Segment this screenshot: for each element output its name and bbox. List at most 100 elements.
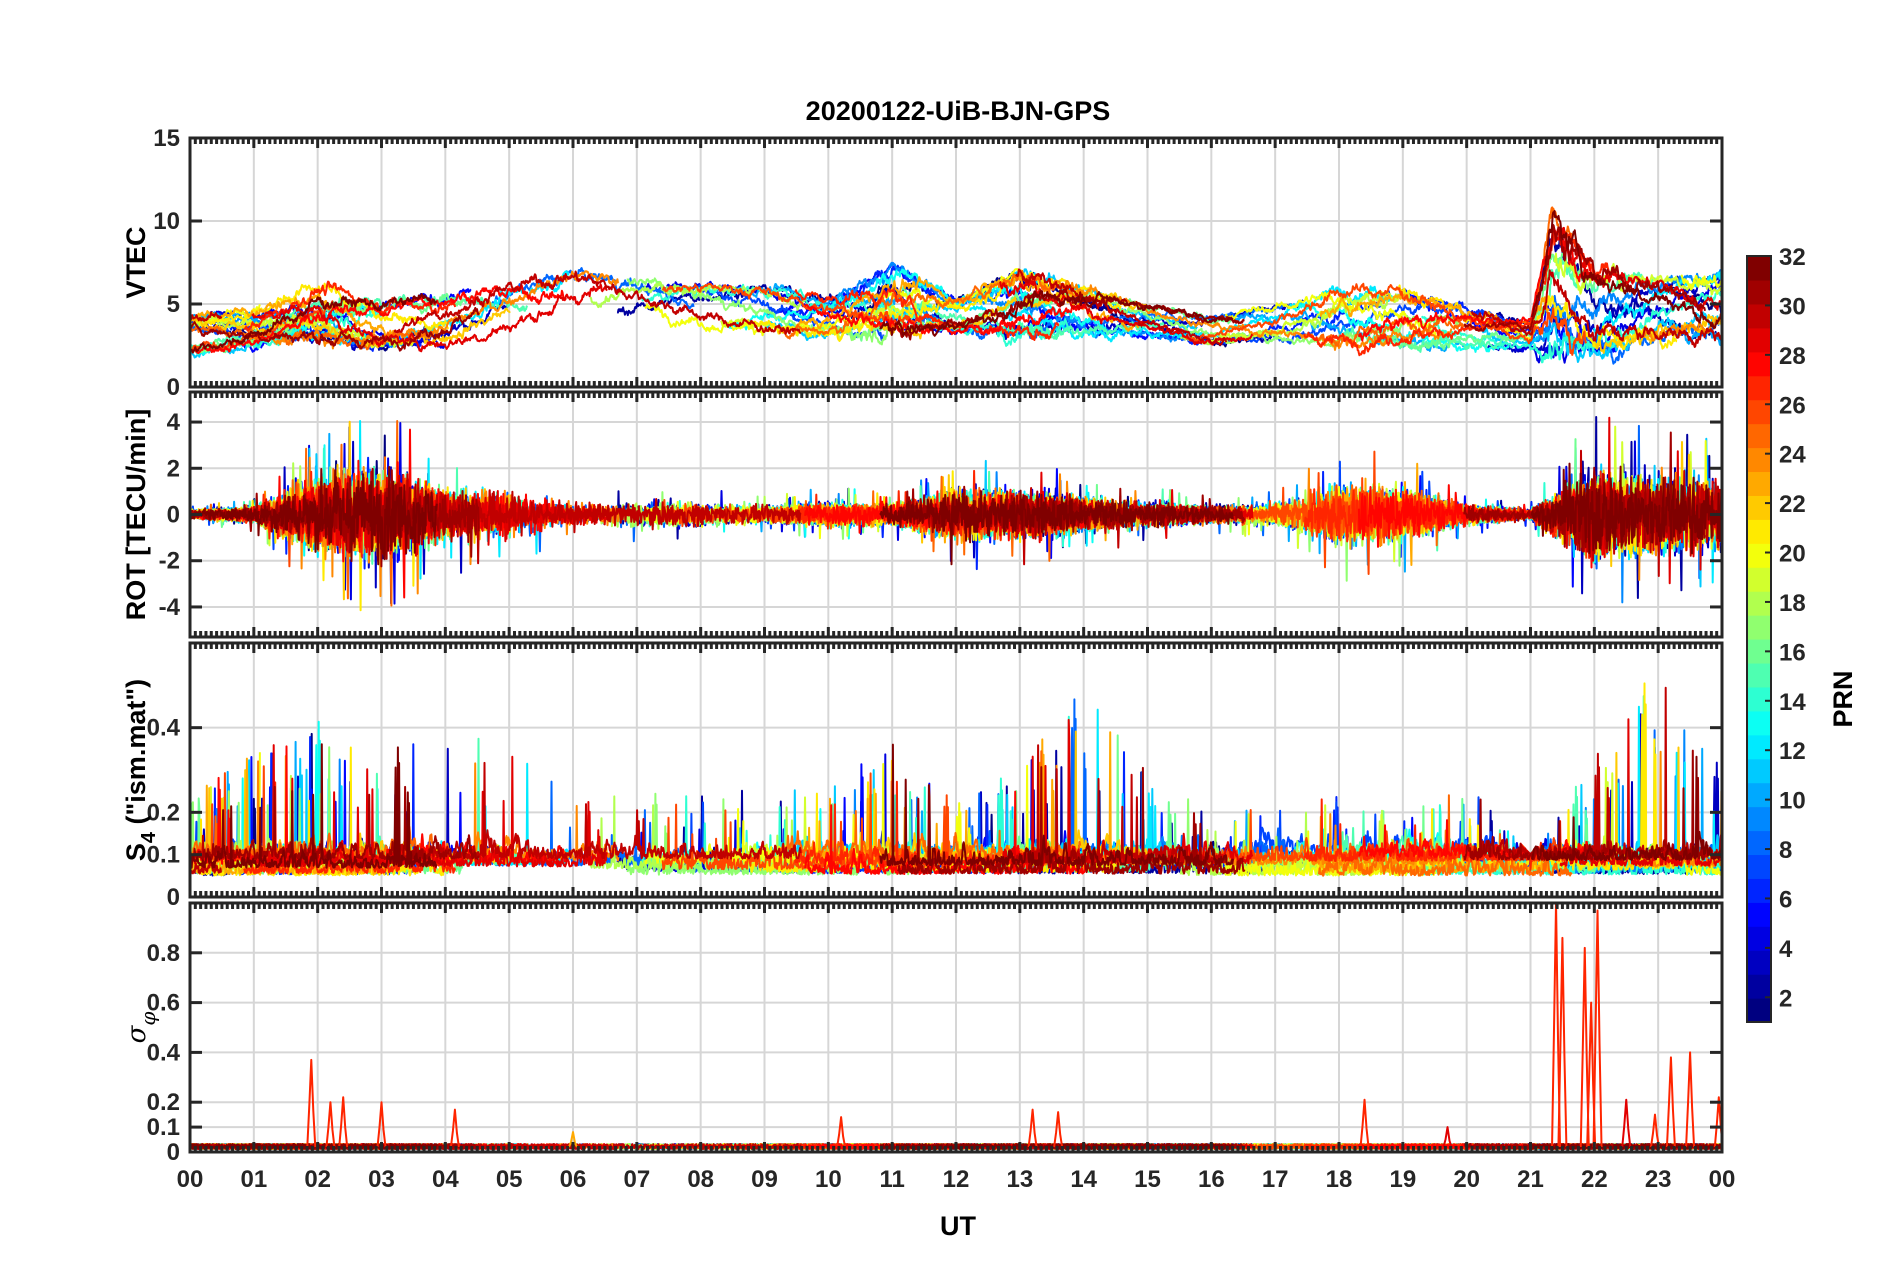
colorbar-swatch (1747, 806, 1771, 832)
colorbar-swatch (1747, 327, 1771, 353)
sigma-spike (1685, 1051, 1696, 1148)
x-tick-label: 21 (1517, 1166, 1544, 1193)
y-axis-label: S4 ("ism.mat") (121, 679, 160, 861)
sigma-spike (1592, 909, 1603, 1148)
trace-prn-30 (190, 834, 223, 875)
y-tick-label: -4 (159, 594, 181, 621)
sigma-spike (568, 1131, 578, 1148)
sigma-spike (376, 1101, 387, 1148)
colorbar-tick-label: 30 (1779, 293, 1806, 320)
x-tick-label: 07 (623, 1166, 650, 1193)
x-tick-label: 05 (496, 1166, 523, 1193)
trace-prn-30 (1471, 269, 1722, 348)
panel-s4: 00.10.20.4S4 ("ism.mat") (121, 641, 1724, 911)
trace-prn-31 (1463, 749, 1706, 861)
trace-prn-32 (879, 290, 1234, 337)
sigma-spike (449, 1108, 460, 1148)
colorbar-tick-label: 6 (1779, 886, 1792, 913)
ticks (188, 903, 1724, 1154)
sigma-spike (1053, 1111, 1064, 1148)
colorbar-swatch (1747, 375, 1771, 401)
x-tick-label: 09 (751, 1166, 778, 1193)
sigma-spike (1557, 936, 1568, 1148)
trace-prn-27 (794, 287, 1060, 341)
x-tick-label: 00 (177, 1166, 204, 1193)
trace-prn-26 (1185, 809, 1588, 862)
y-axis-label: VTEC (121, 226, 151, 298)
y-label-subscript: 4 (138, 831, 160, 843)
colorbar-swatch (1747, 615, 1771, 640)
y-tick-label: 0 (167, 374, 180, 401)
colorbar-swatch (1747, 256, 1771, 281)
colorbar-swatch (1747, 686, 1771, 712)
sigma-spike (1359, 1098, 1370, 1148)
colorbar-swatch (1747, 662, 1771, 688)
trace-prn-28 (192, 283, 567, 355)
y-label-main: S (121, 843, 151, 861)
trace-prn-31 (1463, 223, 1706, 332)
colorbar-swatch (1747, 710, 1771, 736)
trace-prn-12 (1593, 271, 1722, 340)
colorbar-tick-label: 22 (1779, 491, 1806, 518)
colorbar-swatch (1747, 902, 1771, 927)
trace-prn-24 (1638, 315, 1722, 342)
trace-prn-32 (190, 293, 438, 354)
x-tick-label: 19 (1389, 1166, 1416, 1193)
colorbar-tick-label: 32 (1779, 244, 1806, 271)
x-tick-label: 01 (240, 1166, 267, 1193)
sigma-spike (1621, 1098, 1632, 1148)
x-tick-label: 00 (1709, 1166, 1736, 1193)
x-tick-label: 14 (1070, 1166, 1097, 1193)
x-tick-label: 11 (879, 1166, 904, 1193)
sigma-spike (836, 1116, 847, 1148)
ticks (188, 136, 1724, 389)
colorbar-label: PRN (1828, 670, 1858, 727)
y-tick-label: 0.2 (147, 799, 180, 826)
trace-prn-22 (870, 288, 1152, 340)
y-tick-label: 0.2 (147, 1089, 180, 1116)
y-tick-label: 15 (153, 125, 180, 152)
colorbar-tick-label: 2 (1779, 985, 1792, 1012)
panel-sigma-phi: 00.10.2 0.4 0.6 0.8 σφ 00 01 02 03 04 05 06 07 08 09 10… (122, 901, 1736, 1193)
grid (190, 903, 1722, 1152)
colorbar-tick-label: 4 (1779, 936, 1793, 963)
trace-prn-22 (1594, 313, 1722, 354)
y-tick-label: 0 (167, 502, 180, 529)
x-tick-label: 22 (1581, 1166, 1608, 1193)
colorbar-swatch (1747, 854, 1771, 879)
sigma-spike (1579, 946, 1590, 1148)
colorbar-swatch (1747, 591, 1771, 616)
y-tick-label: 0.8 (147, 940, 180, 967)
colorbar-swatch (1747, 471, 1771, 496)
y-tick-label: 5 (167, 291, 180, 318)
trace-prn-12 (968, 285, 1394, 343)
trace-prn-31 (897, 766, 1246, 875)
sigma-spike (1027, 1108, 1038, 1148)
trace-prn-14 (641, 283, 1072, 347)
colorbar-swatch (1747, 950, 1771, 975)
y-label-main: σ (122, 1024, 152, 1043)
x-tick-label: 17 (1262, 1166, 1289, 1193)
trace-prn-32 (1530, 462, 1722, 555)
x-tick-label: 13 (1006, 1166, 1033, 1193)
trace-prn-23 (190, 755, 397, 876)
y-axis-label: ROT [TECU/min] (121, 409, 151, 620)
x-tick-label: 04 (432, 1166, 459, 1193)
colorbar-swatch (1747, 543, 1771, 568)
x-axis-label: UT (940, 1211, 976, 1241)
sigma-spike (325, 1101, 336, 1148)
panel-rot: -4 -2 0 2 4 ROT [TECU/min] (121, 390, 1724, 639)
x-tick-label: 06 (560, 1166, 587, 1193)
x-tick-label: 15 (1134, 1166, 1161, 1193)
x-tick-label: 16 (1198, 1166, 1225, 1193)
ticks (188, 643, 1724, 899)
y-tick-label: 0 (167, 884, 180, 911)
y-tick-label: 0.1 (147, 842, 180, 869)
sigma-spike (1649, 1113, 1660, 1148)
trace-prn-32 (879, 743, 1234, 867)
colorbar-swatch (1747, 567, 1771, 592)
trace-prn-32 (1531, 755, 1722, 862)
sigma-spike (338, 1096, 349, 1148)
